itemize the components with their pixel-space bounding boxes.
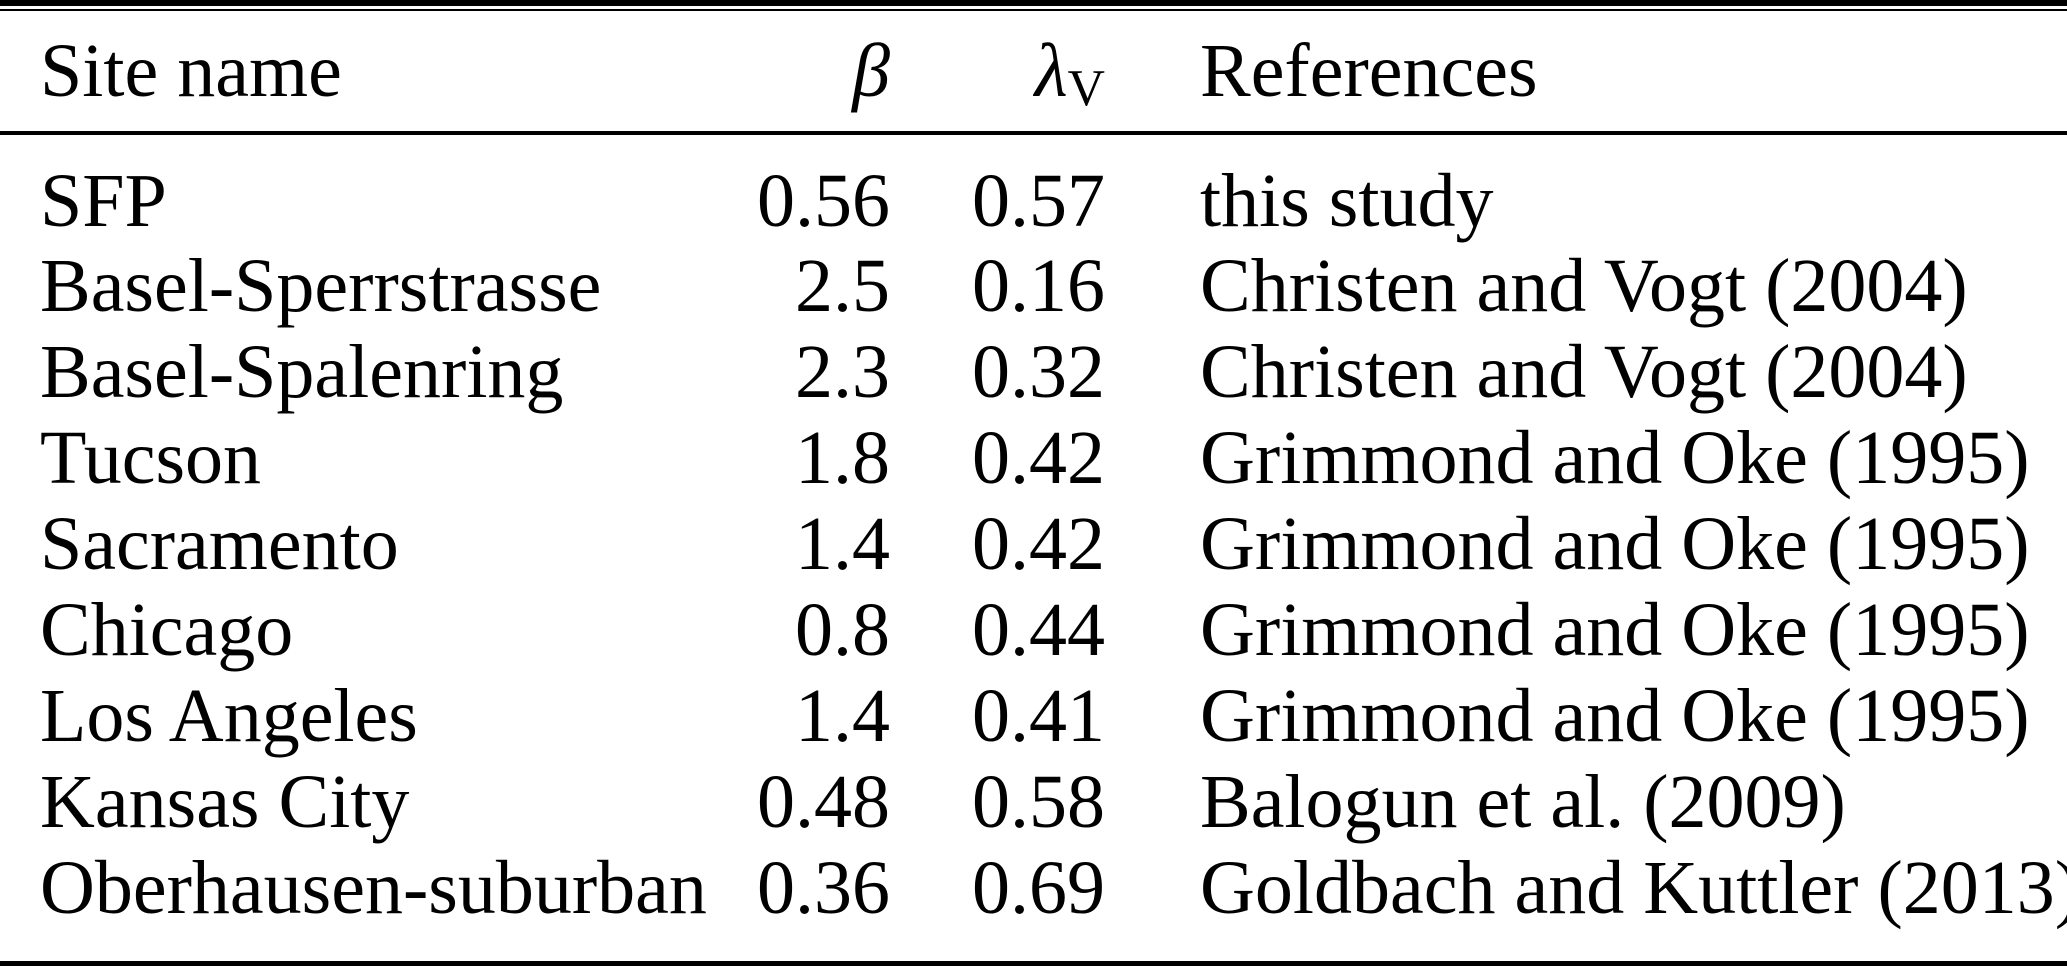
cell-site-name: Sacramento — [40, 502, 399, 586]
col-header-beta: β — [740, 11, 890, 135]
cell-site-name: Kansas City — [40, 760, 410, 844]
cell-reference: Balogun et al. (2009) — [1200, 760, 1846, 844]
col-header-site-name: Site name — [0, 11, 740, 135]
cell-beta: 2.5 — [795, 244, 890, 328]
cell-lambda-v: 0.32 — [972, 330, 1105, 414]
cell-site-name: Basel-Sperrstrasse — [40, 244, 602, 328]
cell-reference: Christen and Vogt (2004) — [1200, 330, 1968, 414]
cell-site-name: Basel-Spalenring — [40, 330, 564, 414]
cell-lambda-v: 0.16 — [972, 244, 1105, 328]
table-row: Tucson 1.8 0.42 Grimmond and Oke (1995) — [0, 415, 2067, 501]
cell-lambda-v: 0.57 — [972, 159, 1105, 243]
cell-beta: 0.48 — [757, 760, 890, 844]
table-row: Oberhausen-suburban 0.36 0.69 Goldbach a… — [0, 845, 2067, 961]
col-header-references: References — [1105, 11, 2067, 135]
cell-site-name: SFP — [40, 159, 167, 243]
cell-reference: Grimmond and Oke (1995) — [1200, 502, 2030, 586]
cell-lambda-v: 0.58 — [972, 760, 1105, 844]
cell-reference: this study — [1200, 159, 1494, 243]
cell-reference: Grimmond and Oke (1995) — [1200, 416, 2030, 500]
table-body: SFP 0.56 0.57 this study Basel-Sperrstra… — [0, 133, 2067, 961]
cell-site-name: Tucson — [40, 416, 262, 500]
top-rule-thick — [0, 0, 2067, 6]
cell-reference: Goldbach and Kuttler (2013) — [1200, 846, 2067, 930]
cell-site-name: Los Angeles — [40, 674, 418, 758]
cell-lambda-v: 0.41 — [972, 674, 1105, 758]
site-parameters-table: Site name β λV References SFP 0.56 0.57 … — [0, 11, 2067, 961]
cell-beta: 1.4 — [795, 674, 890, 758]
cell-beta: 0.36 — [757, 846, 890, 930]
col-header-lambda-v: λV — [890, 11, 1105, 135]
cell-lambda-v: 0.69 — [972, 846, 1105, 930]
table-row: Basel-Sperrstrasse 2.5 0.16 Christen and… — [0, 243, 2067, 329]
table-row: SFP 0.56 0.57 this study — [0, 133, 2067, 243]
cell-reference: Grimmond and Oke (1995) — [1200, 674, 2030, 758]
header-row: Site name β λV References — [0, 11, 2067, 135]
cell-beta: 1.8 — [795, 416, 890, 500]
cell-beta: 0.8 — [795, 588, 890, 672]
top-rule-thin — [0, 9, 2067, 11]
cell-site-name: Chicago — [40, 588, 294, 672]
cell-site-name: Oberhausen-suburban — [40, 846, 707, 930]
table-row: Kansas City 0.48 0.58 Balogun et al. (20… — [0, 759, 2067, 845]
cell-lambda-v: 0.42 — [972, 416, 1105, 500]
cell-lambda-v: 0.44 — [972, 588, 1105, 672]
table-header-row: Site name β λV References — [0, 11, 2067, 135]
lambda-subscript-v: V — [1067, 60, 1105, 118]
cell-beta: 1.4 — [795, 502, 890, 586]
bottom-rule — [0, 961, 2067, 966]
cell-reference: Christen and Vogt (2004) — [1200, 244, 1968, 328]
table-row: Chicago 0.8 0.44 Grimmond and Oke (1995) — [0, 587, 2067, 673]
table-row: Sacramento 1.4 0.42 Grimmond and Oke (19… — [0, 501, 2067, 587]
cell-beta: 2.3 — [795, 330, 890, 414]
cell-reference: Grimmond and Oke (1995) — [1200, 588, 2030, 672]
cell-beta: 0.56 — [757, 159, 890, 243]
table-row: Basel-Spalenring 2.3 0.32 Christen and V… — [0, 329, 2067, 415]
lambda-symbol: λ — [1034, 29, 1068, 113]
beta-symbol: β — [852, 29, 890, 113]
cell-lambda-v: 0.42 — [972, 502, 1105, 586]
table-row: Los Angeles 1.4 0.41 Grimmond and Oke (1… — [0, 673, 2067, 759]
